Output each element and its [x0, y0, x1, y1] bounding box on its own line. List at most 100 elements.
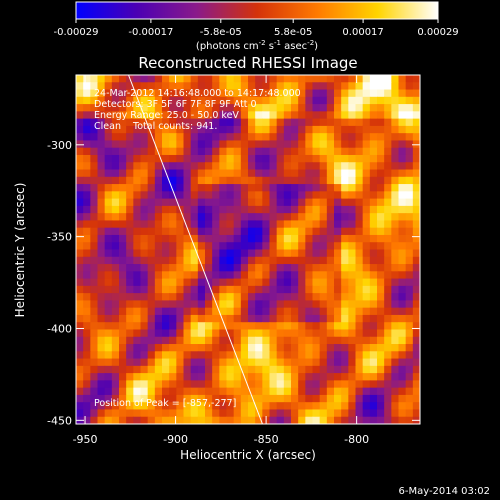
- heatmap-cell: [183, 402, 192, 411]
- heatmap-cell: [262, 278, 271, 287]
- heatmap-cell: [276, 387, 285, 396]
- heatmap-cell: [126, 380, 134, 389]
- heatmap-cell: [133, 147, 142, 156]
- heatmap-cell: [276, 176, 285, 185]
- heatmap-cell: [319, 198, 328, 207]
- heatmap-cell: [169, 307, 177, 316]
- heatmap-cell: [319, 176, 328, 185]
- heatmap-cell: [83, 118, 91, 127]
- heatmap-cell: [369, 271, 378, 280]
- heatmap-cell: [226, 409, 235, 418]
- heatmap-cell: [269, 205, 278, 214]
- heatmap-cell: [212, 285, 220, 294]
- heatmap-cell: [391, 329, 400, 338]
- heatmap-cell: [176, 154, 185, 163]
- heatmap-cell: [126, 336, 134, 345]
- heatmap-cell: [104, 82, 113, 91]
- heatmap-cell: [248, 264, 256, 272]
- heatmap-cell: [412, 394, 420, 403]
- heatmap-cell: [362, 147, 371, 156]
- heatmap-cell: [76, 96, 84, 105]
- heatmap-cell: [169, 140, 177, 149]
- heatmap-cell: [405, 111, 414, 120]
- heatmap-cell: [154, 402, 163, 411]
- heatmap-cell: [362, 213, 371, 222]
- heatmap-cell: [104, 271, 113, 280]
- heatmap-cell: [248, 147, 256, 156]
- heatmap-cell: [205, 416, 213, 424]
- heatmap-cell: [369, 191, 378, 200]
- heatmap-cell: [341, 191, 349, 200]
- heatmap-cell: [355, 329, 364, 338]
- heatmap-cell: [362, 220, 371, 229]
- heatmap-cell: [76, 373, 84, 381]
- heatmap-cell: [283, 336, 292, 345]
- heatmap-cell: [212, 416, 220, 424]
- heatmap-cell: [190, 307, 199, 316]
- heatmap-cell: [276, 220, 285, 229]
- heatmap-cell: [183, 154, 192, 163]
- heatmap-cell: [262, 213, 271, 222]
- heatmap-cell: [233, 278, 242, 287]
- heatmap-cell: [341, 242, 349, 251]
- heatmap-cell: [97, 344, 106, 352]
- heatmap-cell: [197, 409, 206, 418]
- heatmap-cell: [111, 162, 120, 171]
- heatmap-cell: [233, 154, 242, 163]
- heatmap-cell: [205, 125, 213, 134]
- heatmap-cell: [126, 402, 134, 411]
- heatmap-cell: [355, 271, 364, 280]
- heatmap-cell: [298, 75, 306, 83]
- heatmap-cell: [398, 293, 407, 301]
- heatmap-cell: [176, 344, 185, 352]
- heatmap-cell: [398, 169, 407, 178]
- heatmap-cell: [169, 118, 177, 127]
- heatmap-cell: [111, 169, 120, 178]
- heatmap-cell: [183, 278, 192, 287]
- heatmap-cell: [119, 402, 127, 411]
- heatmap-cell: [233, 314, 242, 323]
- heatmap-cell: [262, 220, 271, 229]
- heatmap-cell: [154, 380, 163, 389]
- heatmap-cell: [412, 111, 420, 120]
- heatmap-cell: [240, 198, 249, 207]
- heatmap-cell: [226, 293, 235, 301]
- heatmap-cell: [140, 213, 149, 222]
- heatmap-cell: [147, 191, 156, 200]
- colorbar-tick-label: 5.8e-05: [274, 27, 312, 38]
- heatmap-cell: [312, 140, 321, 149]
- heatmap-cell: [276, 409, 285, 418]
- heatmap-cell: [240, 329, 249, 338]
- heatmap-cell: [248, 336, 256, 345]
- heatmap-cell: [147, 300, 156, 309]
- heatmap-cell: [205, 249, 213, 258]
- heatmap-cell: [248, 184, 256, 192]
- heatmap-cell: [355, 213, 364, 222]
- heatmap-cell: [276, 402, 285, 411]
- heatmap-cell: [104, 256, 113, 265]
- heatmap-cell: [97, 409, 106, 418]
- heatmap-cell: [226, 198, 235, 207]
- heatmap-cell: [334, 191, 342, 200]
- heatmap-cell: [391, 242, 400, 251]
- heatmap-cell: [248, 205, 256, 214]
- heatmap-cell: [248, 133, 256, 142]
- heatmap-cell: [398, 387, 407, 396]
- heatmap-cell: [384, 249, 392, 258]
- heatmap-cell: [362, 169, 371, 178]
- heatmap-cell: [326, 125, 335, 134]
- heatmap-cell: [248, 358, 256, 367]
- heatmap-cell: [190, 89, 199, 98]
- heatmap-cell: [119, 380, 127, 389]
- heatmap-cell: [126, 285, 134, 294]
- heatmap-cell: [176, 256, 185, 265]
- heatmap-cell: [205, 358, 213, 367]
- heatmap-cell: [240, 344, 249, 352]
- heatmap-cell: [226, 169, 235, 178]
- heatmap-cell: [104, 300, 113, 309]
- heatmap-cell: [219, 118, 228, 127]
- heatmap-cell: [319, 213, 328, 222]
- heatmap-cell: [319, 358, 328, 367]
- heatmap-cell: [90, 249, 99, 258]
- heatmap-cell: [262, 264, 271, 272]
